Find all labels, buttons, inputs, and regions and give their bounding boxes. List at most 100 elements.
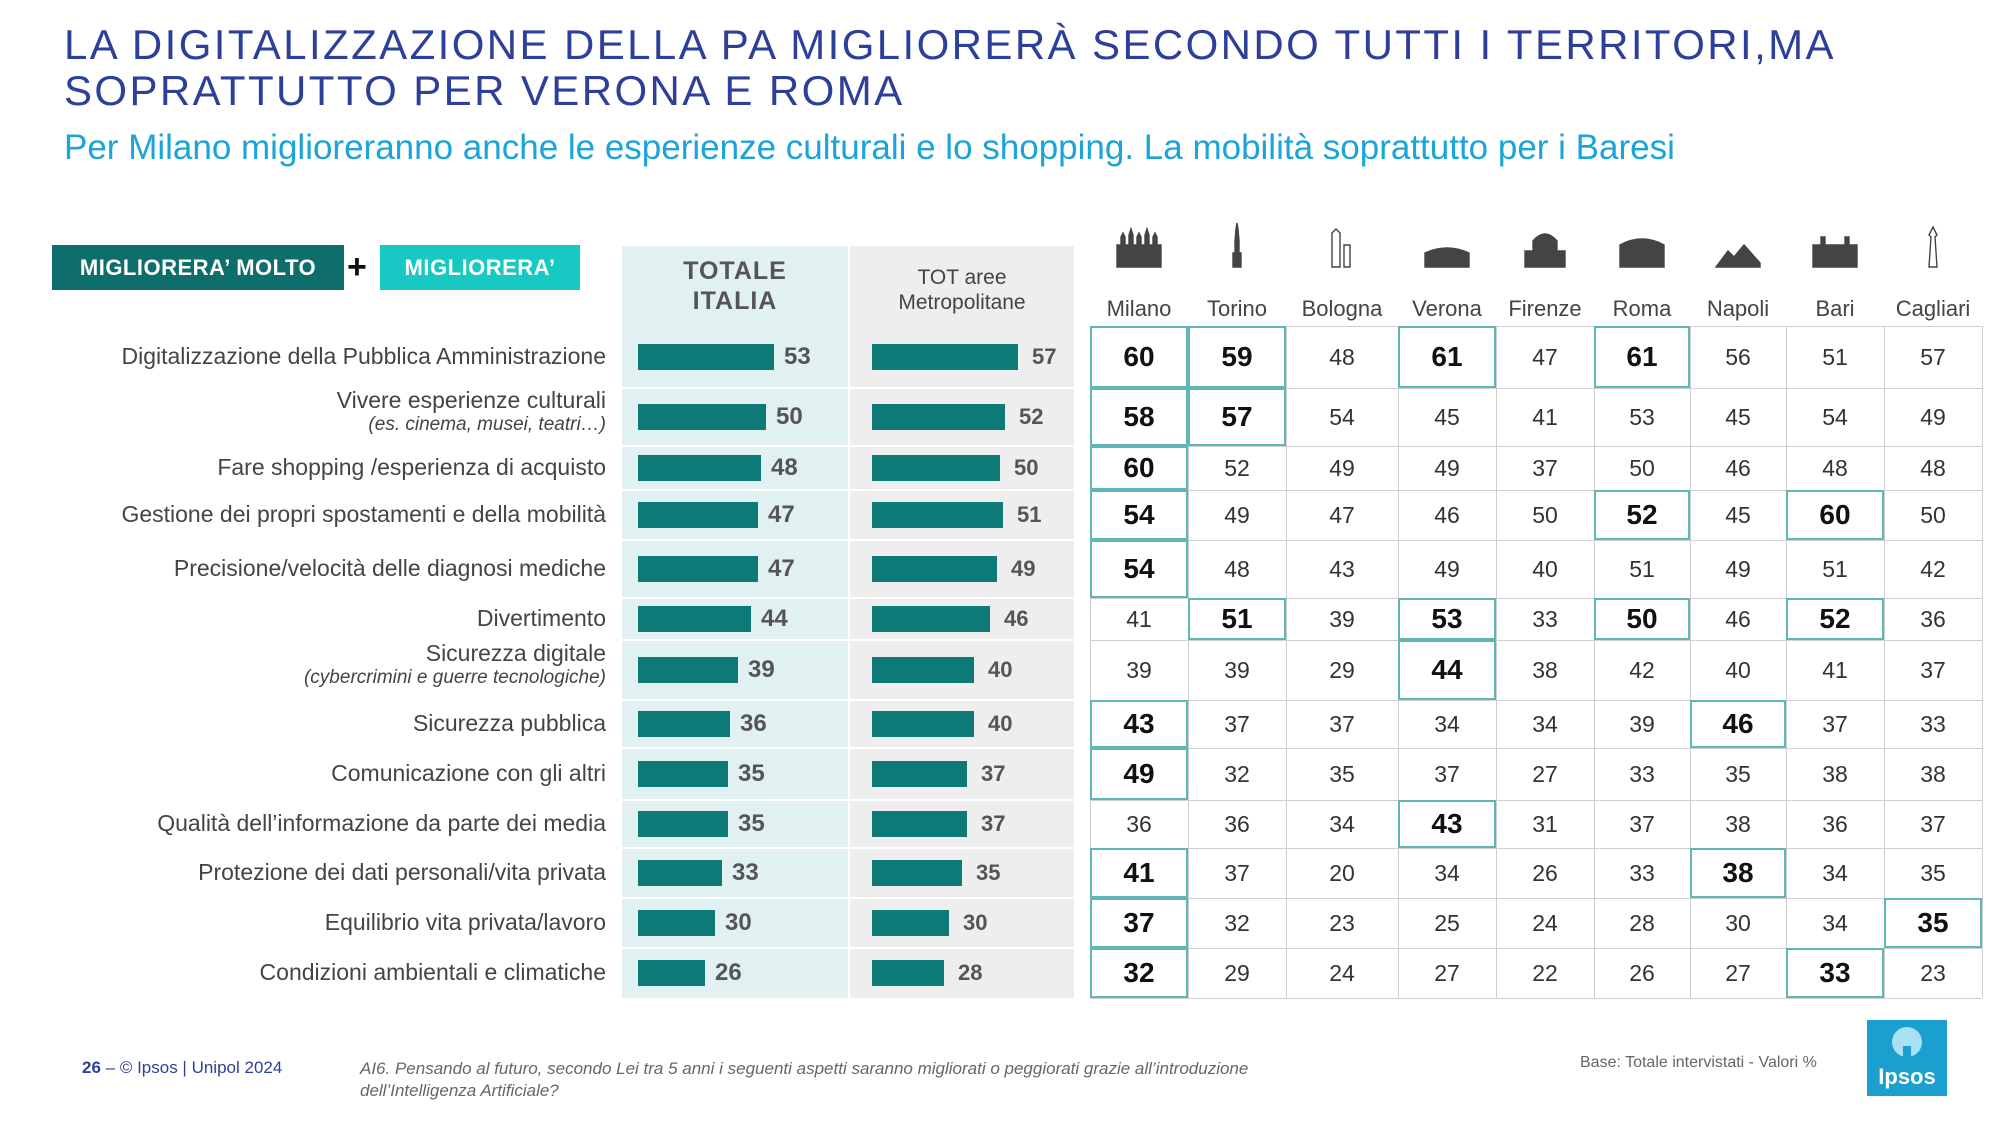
city-name-roma: Roma: [1612, 296, 1672, 321]
city-value-torino: 52: [1224, 455, 1250, 481]
city-value-torino: 37: [1224, 711, 1250, 737]
city-value-cagliari: 49: [1920, 404, 1946, 430]
totale-italia-bar: [638, 860, 722, 886]
metropolitane-value: 37: [981, 811, 1006, 836]
row-label: Gestione dei propri spostamenti e della …: [121, 501, 606, 528]
totale-italia-bar: [638, 606, 751, 632]
totale-italia-value: 35: [738, 760, 765, 787]
metropolitane-value: 30: [963, 910, 988, 935]
city-value-napoli: 56: [1725, 344, 1751, 370]
city-grid-bottom: [1090, 998, 1982, 999]
totale-italia-value: 36: [740, 710, 767, 737]
city-value-firenze: 50: [1532, 502, 1558, 528]
city-value-firenze: 27: [1532, 761, 1558, 787]
city-value-napoli: 46: [1690, 700, 1786, 748]
row-label-text: Precisione/velocità delle diagnosi medic…: [173, 555, 606, 581]
metropolitane-value: 57: [1032, 344, 1057, 369]
city-value-torino: 49: [1224, 502, 1250, 528]
verona-landmark-shape: [1424, 247, 1470, 268]
city-value-milano: 54: [1090, 540, 1188, 598]
city-value-bari: 38: [1822, 761, 1848, 787]
city-value-firenze: 31: [1532, 811, 1558, 837]
city-grid-col-line: [1982, 326, 1983, 998]
row-label-text: Divertimento: [476, 605, 606, 631]
row-label: Comunicazione con gli altri: [331, 760, 606, 787]
city-value-cagliari: 35: [1884, 898, 1982, 948]
firenze-landmark-shape: [1524, 233, 1566, 268]
cagliari-landmark-shape: [1928, 225, 1938, 268]
city-value-verona: 53: [1398, 598, 1496, 640]
totale-header-line-1: TOTALE: [683, 257, 787, 285]
city-value-torino: 59: [1188, 326, 1286, 388]
city-value-firenze: 34: [1532, 711, 1558, 737]
city-value-cagliari: 37: [1920, 657, 1946, 683]
city-value-bologna: 54: [1329, 404, 1355, 430]
city-value-firenze: 47: [1532, 344, 1558, 370]
city-value-milano: 32: [1090, 948, 1188, 998]
city-value-napoli: 46: [1725, 455, 1751, 481]
city-icon-milano: [1090, 222, 1188, 322]
page-number: 26: [82, 1058, 101, 1077]
city-grid-col-line: [1496, 326, 1497, 998]
row-label-text: Fare shopping /esperienza di acquisto: [217, 454, 606, 480]
city-value-bari: 34: [1822, 910, 1848, 936]
cagliari-landmark-icon: [1928, 225, 1938, 268]
torino-landmark-shape: [1232, 222, 1242, 268]
city-value-roma: 26: [1629, 960, 1655, 986]
metropolitane-value: 50: [1014, 455, 1039, 480]
city-value-milano: 60: [1090, 446, 1188, 490]
metropolitane-value: 37: [981, 761, 1006, 786]
totale-italia-value: 53: [784, 343, 811, 370]
city-value-torino: 57: [1188, 388, 1286, 446]
city-value-torino: 36: [1224, 811, 1250, 837]
metropolitane-header: TOT aree Metropolitane: [850, 265, 1074, 315]
city-grid-row-line: [1090, 800, 1982, 801]
city-value-cagliari: 42: [1920, 556, 1946, 582]
city-name-torino: Torino: [1207, 296, 1267, 321]
city-value-napoli: 49: [1725, 556, 1751, 582]
totale-italia-bar: [638, 960, 705, 986]
city-value-napoli: 35: [1725, 761, 1751, 787]
bari-landmark-icon: [1812, 236, 1858, 268]
city-value-napoli: 38: [1725, 811, 1751, 837]
city-value-cagliari: 50: [1920, 502, 1946, 528]
city-grid-row-line: [1090, 948, 1982, 949]
city-value-milano: 49: [1090, 748, 1188, 800]
totale-header-line-2: ITALIA: [692, 287, 778, 315]
title-line-1: LA DIGITALIZZAZIONE DELLA PA MIGLIORERÀ …: [64, 21, 1836, 68]
totale-italia-bar: [638, 502, 758, 528]
city-icon-firenze: [1496, 222, 1594, 322]
totale-italia-value: 35: [738, 810, 765, 837]
city-value-cagliari: 57: [1920, 344, 1946, 370]
city-value-roma: 42: [1629, 657, 1655, 683]
city-value-verona: 46: [1434, 502, 1460, 528]
row-label-text: Gestione dei propri spostamenti e della …: [121, 501, 606, 527]
city-grid-top: [1090, 326, 1982, 327]
city-grid-row-line: [1090, 848, 1982, 849]
city-value-bari: 37: [1822, 711, 1848, 737]
city-value-bologna: 24: [1329, 960, 1355, 986]
city-value-roma: 52: [1594, 490, 1690, 540]
city-name-bologna: Bologna: [1301, 296, 1383, 321]
totale-italia-bar: [638, 404, 766, 430]
city-value-firenze: 38: [1532, 657, 1558, 683]
totale-italia-bar: [638, 657, 738, 683]
city-value-torino: 51: [1188, 598, 1286, 640]
city-name-milano: Milano: [1106, 296, 1172, 321]
city-value-milano: 37: [1090, 898, 1188, 948]
city-value-bari: 36: [1822, 811, 1848, 837]
metro-header-line-2: Metropolitane: [898, 291, 1026, 314]
city-value-verona: 34: [1434, 860, 1460, 886]
totale-italia-header: TOTALE ITALIA: [622, 256, 848, 316]
ipsos-logo-mark-icon: [1892, 1027, 1922, 1062]
city-name-cagliari: Cagliari: [1895, 296, 1971, 321]
city-value-bari: 48: [1822, 455, 1848, 481]
city-value-cagliari: 35: [1920, 860, 1946, 886]
metropolitane-bar: [872, 606, 990, 632]
totale-italia-value: 48: [771, 454, 798, 481]
city-icon-roma: [1594, 222, 1690, 322]
city-value-verona: 43: [1398, 800, 1496, 848]
city-icon-bologna: [1286, 222, 1398, 322]
row-label-subtext: (es. cinema, musei, teatri…): [368, 414, 606, 435]
city-value-bari: 52: [1786, 598, 1884, 640]
